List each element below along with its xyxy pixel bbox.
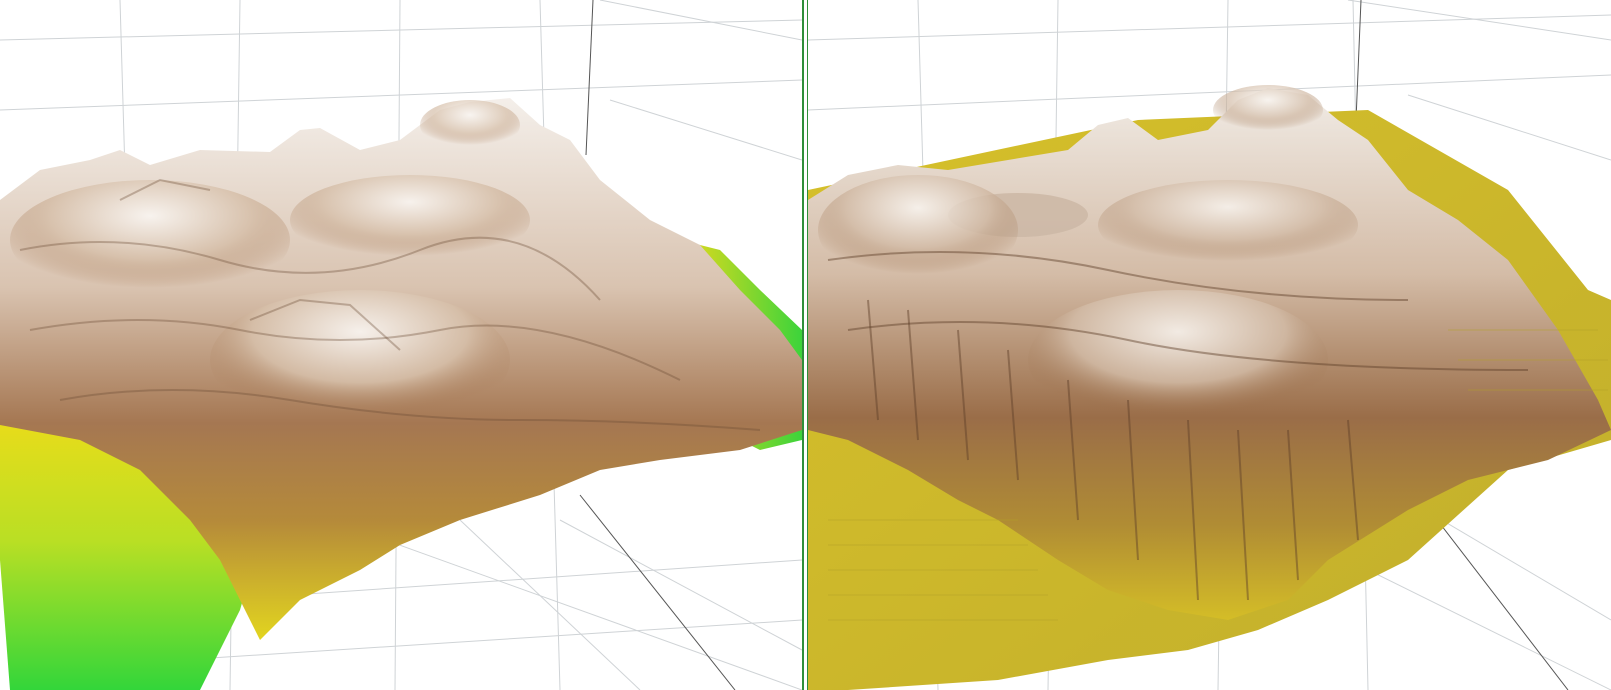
terrain-terracing [828, 329, 1608, 621]
axis-lines [579, 0, 736, 690]
terrain-view-left[interactable] [0, 0, 802, 690]
terrain-ridge-shading [19, 178, 761, 431]
terrain-peak-highlight [420, 100, 520, 150]
terrain-peak-highlight [818, 175, 1018, 285]
terrain-peak-highlight [1098, 180, 1358, 270]
terrain-peak-highlight [1028, 290, 1328, 430]
terrain-erosion-streaks [827, 251, 1529, 601]
terrain-3d-scene-left[interactable] [0, 0, 802, 690]
terrain-view-right[interactable] [808, 0, 1611, 690]
terrain-peak-highlight [1213, 85, 1323, 135]
terrain-peak-highlight [290, 175, 530, 265]
panel-divider[interactable] [802, 0, 808, 690]
terrain-peak-highlight [10, 180, 290, 300]
terrain-peak-highlight [210, 290, 510, 430]
terrain-3d-scene-right[interactable] [808, 0, 1611, 690]
